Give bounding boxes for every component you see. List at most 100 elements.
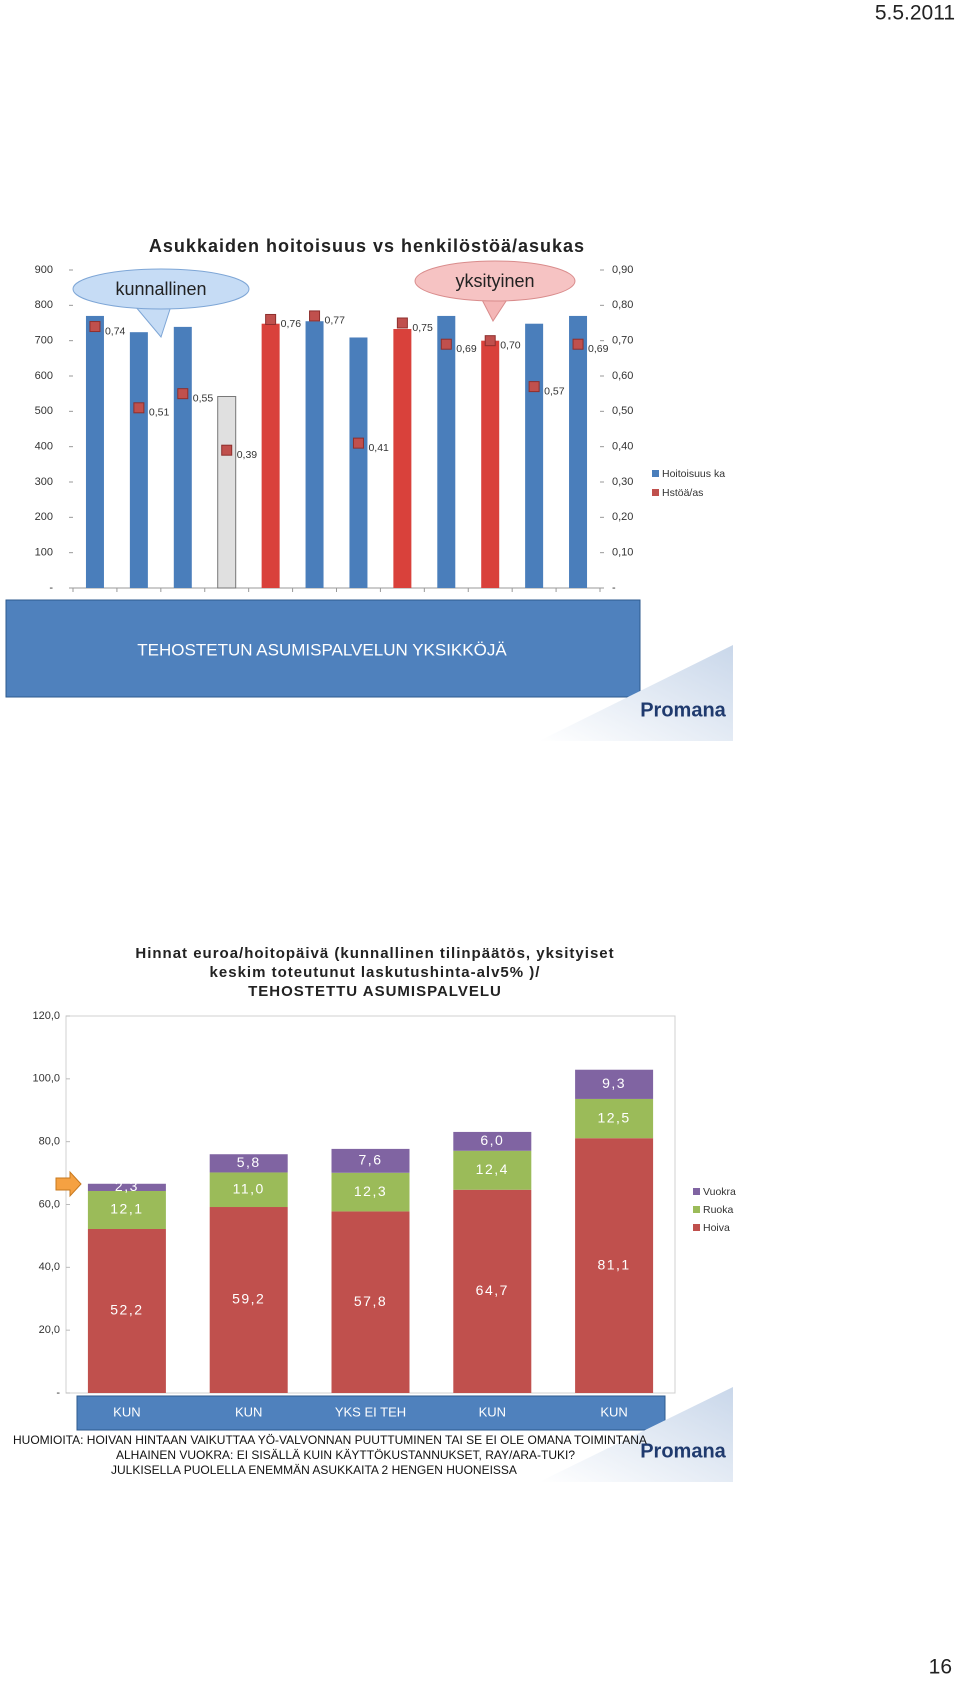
bar-segment — [575, 1098, 654, 1139]
data-label: 12,3 — [354, 1183, 387, 1199]
y-tick-label: 80,0 — [39, 1136, 60, 1148]
bar — [129, 332, 148, 588]
x-tick-label: KUN — [113, 1404, 140, 1419]
legend-swatch — [652, 489, 659, 496]
bar-segment — [575, 1069, 654, 1099]
y-tick-label: 800 — [35, 299, 53, 311]
callout-label: yksityinen — [455, 271, 534, 291]
data-label: 0,77 — [325, 315, 346, 327]
bar-segment — [453, 1189, 532, 1393]
data-label: 11,0 — [233, 1180, 265, 1196]
data-label: 0,74 — [105, 325, 126, 337]
legend-label: Hoitoisuus ka — [662, 468, 725, 480]
y-tick-label: 100 — [35, 547, 53, 559]
data-label: 52,2 — [110, 1302, 143, 1318]
legend-swatch — [693, 1206, 700, 1213]
data-label: 0,69 — [588, 343, 609, 355]
y-tick-label: 60,0 — [39, 1198, 60, 1210]
y-tick-label: 100,0 — [32, 1073, 60, 1085]
marker — [89, 321, 101, 333]
bar-segment — [331, 1148, 410, 1173]
marker — [309, 310, 321, 322]
data-label: 0,70 — [500, 339, 521, 351]
page-number: 16 — [929, 1656, 952, 1679]
category-labels: KUN KUN YKS EI TEH KUN KUN — [113, 1404, 628, 1419]
callout-label: kunnallinen — [115, 279, 206, 299]
y-tick-label: 300 — [35, 476, 53, 488]
legend-swatch — [652, 470, 659, 477]
marker — [572, 338, 584, 350]
data-label: 0,41 — [368, 442, 389, 454]
bar-segment — [209, 1154, 288, 1173]
legend-label: Vuokra — [703, 1186, 736, 1198]
x-tick-label: KUN — [600, 1404, 627, 1419]
data-label: 12,5 — [597, 1109, 630, 1125]
y2-tick-label: 0,40 — [612, 441, 633, 453]
y-tick-label: 200 — [35, 511, 53, 523]
callout — [414, 260, 576, 302]
data-label: 0,76 — [281, 318, 302, 330]
bar — [261, 323, 280, 588]
y2-tick-label: 0,50 — [612, 405, 633, 417]
chart-title: Asukkaiden hoitoisuus vs henkilöstöä/asu… — [149, 236, 585, 256]
data-label: 12,1 — [110, 1201, 143, 1217]
note: JULKISELLA PUOLELLA ENEMMÄN ASUKKAITA 2 … — [111, 1463, 517, 1477]
chart-title: Hinnat euroa/hoitopäivä (kunnallinen til… — [135, 945, 614, 962]
y-tick-label: - — [56, 1387, 60, 1399]
marker — [221, 444, 233, 456]
bar-segment — [331, 1172, 410, 1212]
y2-tick-label: 0,90 — [612, 264, 633, 276]
bar — [437, 315, 456, 588]
bar-segment — [87, 1229, 166, 1393]
y-tick-label: - — [49, 582, 53, 594]
data-label: 7,6 — [359, 1152, 383, 1168]
logo: Promana — [640, 699, 726, 721]
logo-background — [539, 645, 733, 741]
bar — [525, 323, 544, 588]
banner-text: TEHOSTETUN ASUMISPALVELUN YKSIKKÖJÄ — [137, 640, 507, 659]
legend-swatch — [693, 1188, 700, 1195]
legend-label: Hoiva — [703, 1222, 730, 1234]
logo-background — [539, 1387, 733, 1482]
data-label: 0,51 — [149, 407, 170, 419]
legend-label: Ruoka — [703, 1204, 734, 1216]
x-tick-label: KUN — [479, 1404, 506, 1419]
data-label: 59,2 — [232, 1291, 265, 1307]
bar-segment — [453, 1131, 532, 1151]
note: ALHAINEN VUOKRA: EI SISÄLLÄ KUIN KÄYTTÖK… — [116, 1448, 575, 1462]
callout — [72, 268, 250, 310]
data-label: 6,0 — [480, 1132, 504, 1148]
y-tick-label: 500 — [35, 405, 53, 417]
bar — [349, 337, 368, 588]
y2-tick-label: 0,60 — [612, 370, 633, 382]
bar — [217, 395, 237, 589]
banner — [5, 599, 641, 698]
bar-segment — [453, 1150, 532, 1190]
data-label: 12,4 — [476, 1161, 509, 1177]
bar — [569, 315, 588, 588]
bar — [481, 340, 500, 588]
date: 5.5.2011 — [875, 2, 955, 25]
marker — [528, 381, 540, 393]
y-tick-label: 400 — [35, 441, 53, 453]
legend-label: Hstöä/as — [662, 487, 703, 499]
y-tick-label: 40,0 — [39, 1261, 60, 1273]
bar-segment — [575, 1138, 654, 1393]
bar-segment — [209, 1207, 288, 1393]
data-label: 5,8 — [237, 1154, 261, 1170]
data-label: 9,3 — [602, 1075, 626, 1091]
data-label: 0,55 — [193, 392, 214, 404]
data-label: 0,69 — [456, 343, 477, 355]
bar-segment — [87, 1190, 166, 1230]
y-tick-label: 600 — [35, 370, 53, 382]
x-tick-label: KUN — [235, 1404, 262, 1419]
chart-title: TEHOSTETTU ASUMISPALVELU — [248, 983, 502, 1000]
y-tick-label: 120,0 — [32, 1010, 60, 1022]
data-label: 57,8 — [354, 1293, 387, 1309]
bar — [305, 321, 324, 588]
y2-tick-label: 0,20 — [612, 511, 633, 523]
bar-segment — [331, 1211, 410, 1393]
category-banner — [76, 1395, 666, 1431]
data-label: 0,39 — [237, 449, 258, 461]
bar — [393, 329, 412, 588]
